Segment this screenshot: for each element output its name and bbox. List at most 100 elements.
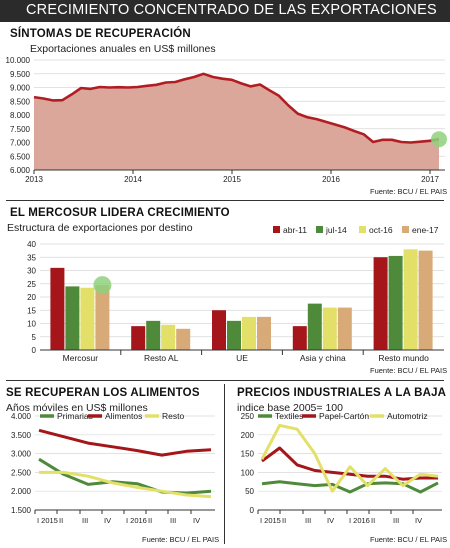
x-tick-label: IV <box>415 516 422 525</box>
bar-jul-14 <box>388 255 403 350</box>
divider <box>224 384 225 544</box>
y-tick-label: 1.500 <box>11 506 32 515</box>
y-tick-label: 25 <box>27 280 36 289</box>
y-tick-label: 40 <box>27 240 36 249</box>
bar-abr-11 <box>212 310 226 350</box>
exports-area-chart: 6.000 6.500 7.000 7.500 8.000 8.500 9.000 9.500… <box>6 56 447 184</box>
y-tick-label: 7.500 <box>10 125 31 134</box>
highlight-marker <box>93 276 112 295</box>
y-tick-label: 50 <box>245 487 254 496</box>
bar-oct-16 <box>161 324 176 350</box>
x-tick-label: 2014 <box>124 175 142 184</box>
section2-subtitle: Estructura de exportaciones por destino <box>7 222 193 234</box>
series-line-Textiles <box>261 480 439 494</box>
x-tick-label: II <box>59 516 63 525</box>
bar-jul-14 <box>65 286 80 350</box>
x-tick-label: II <box>371 516 375 525</box>
y-tick-label: 4.000 <box>11 412 32 421</box>
series-line-Automotriz <box>260 423 439 493</box>
legend-label: Primarias <box>57 411 93 421</box>
y-tick-label: 20 <box>27 293 36 302</box>
section1-ylabel: Exportaciones anuales en US$ millones <box>30 43 216 55</box>
category-label: Resto mundo <box>378 353 429 363</box>
section1-source: Fuente: BCU / EL PAIS <box>370 187 448 196</box>
bar-oct-16 <box>80 287 95 350</box>
section3-subtitle: Años móviles en US$ millones <box>6 402 148 414</box>
y-tick-label: 30 <box>27 267 36 276</box>
bar-oct-16 <box>403 249 418 350</box>
bar-ene-17 <box>95 285 110 350</box>
section4-subtitle: indice base 2005= 100 <box>237 402 343 414</box>
bar-jul-14 <box>227 320 241 350</box>
y-tick-label: 2.000 <box>11 487 32 496</box>
destination-bar-chart: 0 5 10 15 20 25 30 35 40 Mercosur Resto AL UE Asia y… <box>27 225 444 363</box>
x-tick-label: 2016 <box>322 175 340 184</box>
y-tick-label: 7.000 <box>10 139 31 148</box>
section2-source: Fuente: BCU / EL PAIS <box>370 366 448 375</box>
bar-ene-17 <box>337 307 352 350</box>
x-tick-label: I 2015 <box>37 516 58 525</box>
section4-source: Fuente: BCU / EL PAIS <box>370 535 448 544</box>
legend-label: Automotriz <box>387 411 428 421</box>
legend-label: ene-17 <box>412 225 439 235</box>
x-tick-label: IV <box>104 516 111 525</box>
y-tick-label: 10.000 <box>6 56 31 65</box>
series-line-Primarias <box>38 457 212 495</box>
bar-ene-17 <box>257 316 271 350</box>
legend-label: oct-16 <box>369 225 393 235</box>
title-bar: CRECIMIENTO CONCENTRADO DE LAS EXPORTACI… <box>0 0 450 22</box>
y-tick-label: 150 <box>241 450 255 459</box>
legend-label: Textiles <box>275 411 303 421</box>
main-title: CRECIMIENTO CONCENTRADO DE LAS EXPORTACI… <box>26 2 437 18</box>
bar-oct-16 <box>242 316 256 350</box>
y-tick-label: 10 <box>27 320 36 329</box>
x-tick-label: I 2015 <box>260 516 281 525</box>
y-tick-label: 3.500 <box>11 431 32 440</box>
area-line <box>33 72 440 144</box>
legend-label: Resto <box>162 411 184 421</box>
category-label: UE <box>236 353 248 363</box>
y-tick-label: 200 <box>241 431 255 440</box>
y-tick-label: 15 <box>27 306 36 315</box>
series-line-Alimentos <box>38 428 212 457</box>
bar-abr-11 <box>131 326 146 350</box>
y-tick-label: 8.000 <box>10 111 31 120</box>
area-fill <box>34 73 439 170</box>
legend-label: Alimentos <box>105 411 142 421</box>
bar-jul-14 <box>307 303 322 350</box>
bar-ene-17 <box>176 328 191 350</box>
x-tick-label: II <box>282 516 286 525</box>
x-tick-label: I 2016 <box>349 516 370 525</box>
x-tick-label: 2013 <box>25 175 43 184</box>
y-tick-label: 6.000 <box>10 166 31 175</box>
bar-ene-17 <box>418 250 433 350</box>
x-tick-label: 2017 <box>421 175 439 184</box>
legend-label: Papel-Cartón <box>319 411 369 421</box>
legend-swatch <box>359 226 366 233</box>
y-tick-label: 100 <box>241 468 255 477</box>
bar-oct-16 <box>322 307 337 350</box>
y-tick-label: 0 <box>32 346 37 355</box>
legend-swatch <box>273 226 280 233</box>
bar-abr-11 <box>50 267 65 350</box>
y-tick-label: 9.500 <box>10 70 31 79</box>
section1-title: SÍNTOMAS DE RECUPERACIÓN <box>10 28 191 40</box>
x-tick-label: III <box>305 516 311 525</box>
bar-abr-11 <box>373 257 388 350</box>
x-tick-label: I 2016 <box>126 516 147 525</box>
x-tick-label: 2015 <box>223 175 241 184</box>
y-tick-label: 6.500 <box>10 152 31 161</box>
legend-swatch <box>316 226 323 233</box>
x-tick-label: IV <box>193 516 200 525</box>
section2-title: EL MERCOSUR LIDERA CRECIMIENTO <box>10 207 230 219</box>
y-tick-label: 0 <box>250 506 255 515</box>
y-tick-label: 8.500 <box>10 97 31 106</box>
legend-label: jul-14 <box>325 225 347 235</box>
series-line-Resto <box>39 470 212 499</box>
y-tick-label: 250 <box>241 412 255 421</box>
x-tick-label: III <box>82 516 88 525</box>
series-line-Papel-Cartón <box>261 446 438 481</box>
